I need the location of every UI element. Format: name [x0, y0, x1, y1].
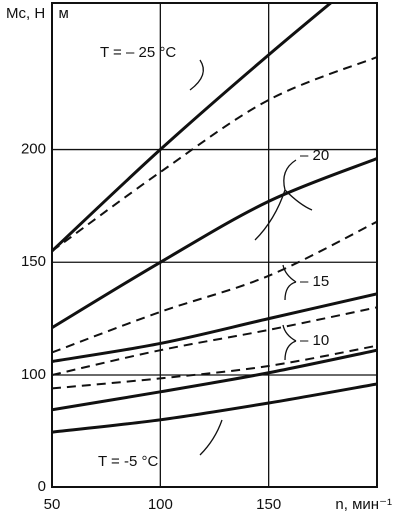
annotation: – 15 [300, 273, 329, 290]
y-tick-label: 200 [21, 141, 46, 158]
y-tick-label: 100 [21, 366, 46, 383]
y-tick-label: 150 [21, 253, 46, 270]
line-solid [52, 382, 377, 434]
x-tick-label: 50 [44, 496, 61, 513]
plot-frame [51, 2, 378, 488]
line-solid [52, 157, 377, 329]
curves [52, 3, 377, 434]
line-solid [52, 3, 333, 253]
line-dashed [52, 344, 377, 390]
leader-lines [189, 59, 313, 456]
line-dashed [52, 220, 377, 354]
line-solid [52, 292, 377, 363]
line-solid [52, 348, 377, 412]
x-tick-label: 100 [148, 496, 173, 513]
annotation: – 10 [300, 332, 329, 349]
line-dashed [52, 306, 377, 376]
y-tick-label: 0 [38, 478, 46, 495]
annotation: – 20 [300, 147, 329, 164]
y-axis-label: Mс, Н · м [6, 5, 69, 22]
x-tick-label: 150 [256, 496, 281, 513]
annotation: T = -5 °C [98, 453, 158, 470]
annotation: T = – 25 °C [100, 44, 176, 61]
x-axis-label: n, мин⁻¹ [335, 496, 392, 513]
